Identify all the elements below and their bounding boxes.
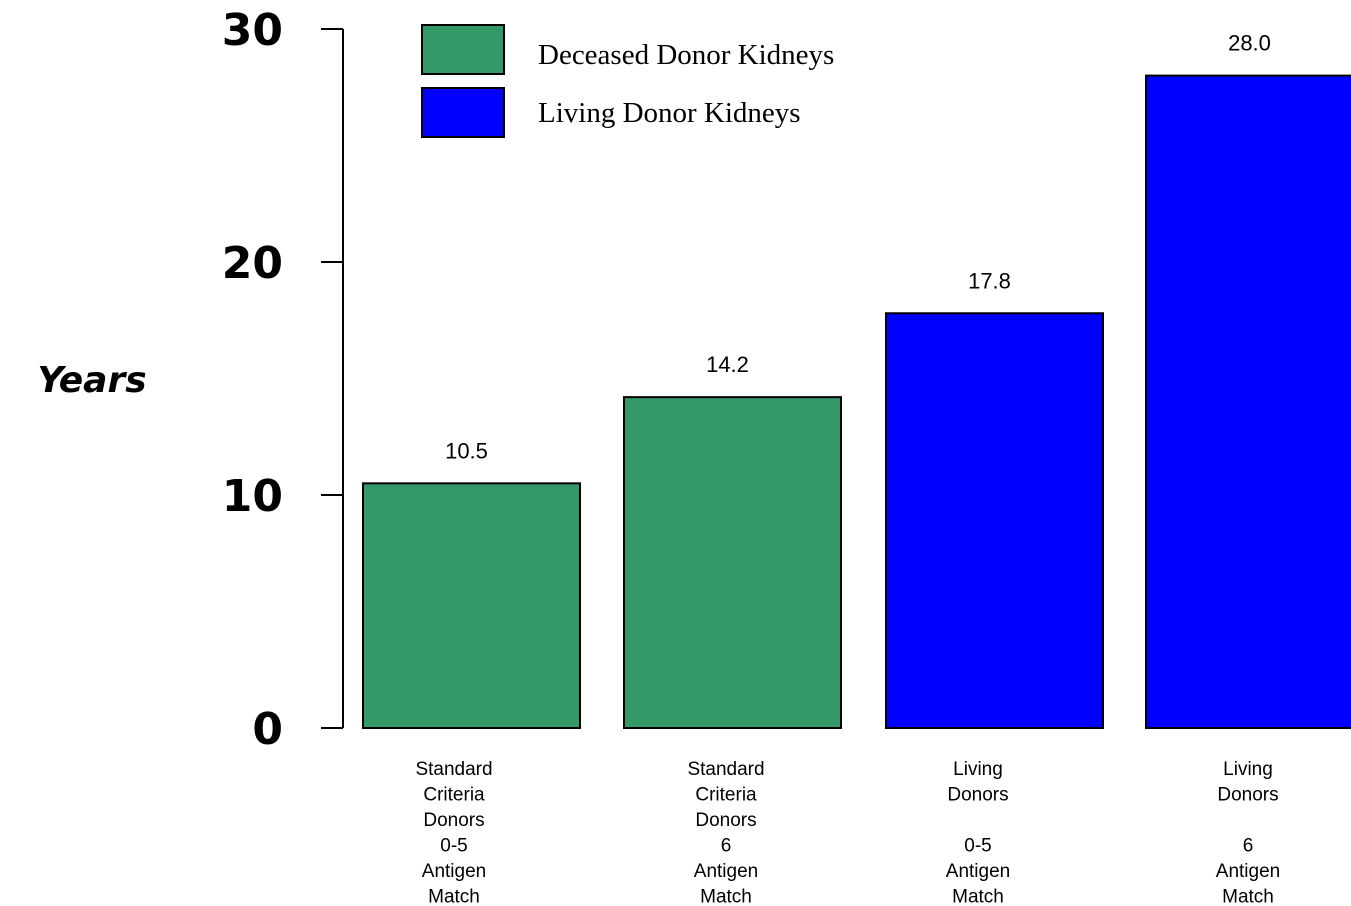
y-axis: 0 10 20 30 xyxy=(222,5,344,755)
category-label-line: Donors xyxy=(947,785,1008,806)
category-label-line: Match xyxy=(1222,887,1274,906)
category-label-line: Antigen xyxy=(946,861,1010,882)
category-labels: Standard Criteria Donors 0-5 Antigen MatchSta… xyxy=(415,759,1280,906)
y-tick-label: 20 xyxy=(222,238,283,289)
category-label-line: 6 xyxy=(721,836,732,857)
y-tick-label: 30 xyxy=(222,5,283,56)
value-labels: 10.5 14.2 17.8 28.0 xyxy=(445,31,1271,464)
category-label-line: Donors xyxy=(423,810,484,831)
category-label-line: 0-5 xyxy=(964,836,991,857)
category-label-line: Donors xyxy=(1217,785,1278,806)
bar xyxy=(1145,74,1351,730)
category-label-line: 6 xyxy=(1243,836,1254,857)
bar-value-label: 10.5 xyxy=(445,438,488,463)
category-label: Living Donors 6 Antigen Match xyxy=(1216,759,1280,906)
category-label-line: 0-5 xyxy=(440,836,467,857)
category-label-line: Standard xyxy=(415,759,492,780)
legend-label: Deceased Donor Kidneys xyxy=(538,39,834,71)
category-label-line: Living xyxy=(1223,759,1273,780)
bar xyxy=(623,396,842,729)
bar-value-label: 14.2 xyxy=(706,352,749,377)
category-label-line: Match xyxy=(952,887,1004,906)
y-tick-label: 10 xyxy=(222,471,283,522)
category-label-line: Criteria xyxy=(695,785,757,806)
category-label-line: Standard xyxy=(687,759,764,780)
category-label-line: Antigen xyxy=(694,861,758,882)
bar xyxy=(362,482,581,729)
bars xyxy=(362,74,1351,730)
category-label-line: Living xyxy=(953,759,1003,780)
category-label-line: Match xyxy=(700,887,752,906)
category-label-line: Donors xyxy=(695,810,756,831)
legend-swatch xyxy=(421,87,505,138)
category-label: Living Donors 0-5 Antigen Match xyxy=(946,759,1010,906)
category-label-line: Criteria xyxy=(423,785,485,806)
bar-value-label: 28.0 xyxy=(1228,31,1271,56)
bar xyxy=(885,312,1104,729)
y-tick-label: 0 xyxy=(252,704,283,755)
bar-value-label: 17.8 xyxy=(968,268,1011,293)
category-label: Standard Criteria Donors 0-5 Antigen Match xyxy=(415,759,492,906)
category-label-line: Match xyxy=(428,887,480,906)
legend-label: Living Donor Kidneys xyxy=(538,97,801,129)
category-label-line: Antigen xyxy=(422,861,486,882)
category-label-line: Antigen xyxy=(1216,861,1280,882)
legend-swatch xyxy=(421,24,505,75)
category-label: Standard Criteria Donors 6 Antigen Match xyxy=(687,759,764,906)
legend: Deceased Donor Kidneys Living Donor Kidne… xyxy=(421,24,834,138)
y-axis-label: Years xyxy=(37,360,146,401)
